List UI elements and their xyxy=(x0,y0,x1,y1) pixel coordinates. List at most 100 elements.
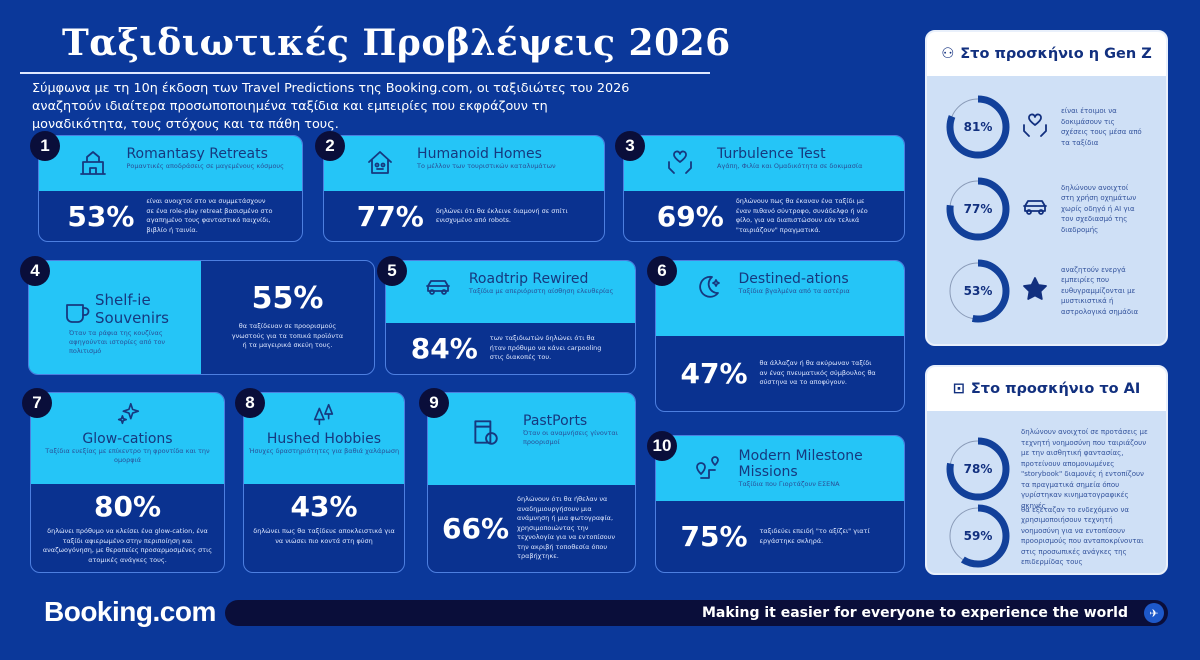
genz-panel: ⚇ Στο προσκήνιο η Gen Z 81% είναι έτοιμοι … xyxy=(925,30,1168,346)
ring-fill xyxy=(946,259,1010,323)
trend-card: Hushed Hobbies Ήσυχες δραστηριότητες για … xyxy=(243,392,405,573)
trend-percent: 69% xyxy=(656,199,724,233)
trend-card: Modern Milestone Missions Ταξίδια που Γιο… xyxy=(655,435,905,573)
trend-description: δηλώνει πρόθυμο να κλείσει ένα glow-cati… xyxy=(42,527,213,564)
robot-house-icon xyxy=(368,151,393,174)
trend-subtitle: Το μέλλον των τουριστικών καταλυμάτων xyxy=(417,162,556,170)
booking-logo[interactable]: Booking.com xyxy=(44,596,216,627)
trend-card: Destined-ations Ταξίδια βγαλμένα από τα α… xyxy=(655,260,905,412)
stat-description: αναζητούν ενεργά εμπειρίες που ευθυγραμμ… xyxy=(1061,265,1139,316)
sparkles-icon xyxy=(117,402,139,425)
donut-chart: 53% xyxy=(945,258,1011,324)
castle-icon xyxy=(79,151,106,175)
ring-fill xyxy=(946,437,1010,501)
stat-row: 81% είναι έτοιμοι να δοκιμάσουν τις σχέσε… xyxy=(945,94,1143,160)
star-icon xyxy=(1023,277,1047,300)
people-icon: ⚇ xyxy=(941,46,955,62)
ring-fill xyxy=(946,95,1010,159)
trend-percent: 75% xyxy=(680,520,748,553)
trend-card: Shelf-ie Souvenirs Όταν τα ράφια της κουζ… xyxy=(28,260,375,375)
genz-title: Στο προσκήνιο η Gen Z xyxy=(960,46,1152,62)
trend-subtitle: Ήσυχες δραστηριότητες για βαθιά χαλάρωση xyxy=(248,447,400,455)
trend-card: Roadtrip Rewired Ταξίδια με απεριόριστη α… xyxy=(385,260,636,375)
trend-description: των ταξιδιωτών δηλώνει ότι θα ήταν πρόθυ… xyxy=(489,334,602,362)
trend-description: είναι ανοιχτοί στο να συμμετάσχουν σε έν… xyxy=(146,197,273,234)
trend-percent: 53% xyxy=(67,199,135,233)
ring-percent: 81% xyxy=(963,120,993,134)
ring-fill xyxy=(946,504,1010,568)
intro-text: Σύμφωνα με τη 10η έκδοση των Travel Pred… xyxy=(32,81,630,132)
page-title: Ταξιδιωτικές Προβλέψεις 2026 xyxy=(62,22,731,64)
mug-icon xyxy=(66,304,90,323)
trend-number-badge: 10 xyxy=(647,431,677,461)
stat-description: είναι έτοιμοι να δοκιμάσουν τις σχέσεις … xyxy=(1061,107,1142,147)
ring-fill xyxy=(946,177,1010,241)
tagline-bar: Making it easier for everyone to experie… xyxy=(225,600,1168,626)
trend-title: Destined-ations xyxy=(738,271,849,287)
trend-number-badge: 1 xyxy=(30,131,60,161)
trend-description: θα ταξίδευαν σε προορισμούς γνωστούς για… xyxy=(231,322,344,349)
trend-subtitle: Όταν οι αναμνήσεις γίνονται προορισμοί xyxy=(523,429,618,446)
trend-description: δηλώνει πως θα ταξίδευε αποκλειστικά για… xyxy=(253,527,395,545)
trend-percent: 66% xyxy=(442,512,510,545)
trend-percent: 77% xyxy=(356,199,424,233)
trend-subtitle: Όταν τα ράφια της κουζίνας αφηγούνται ισ… xyxy=(69,329,166,355)
donut-chart: 77% xyxy=(945,176,1011,242)
moon-stars-icon xyxy=(698,275,720,298)
trend-subtitle: Ρομαντικές αποδράσεις σε μαγεμένους κόσμ… xyxy=(126,162,284,170)
stat-row: 59% θα εξέταζαν το ενδεχόμενο να χρησιμοπ… xyxy=(945,503,1151,569)
trend-subtitle: Ταξίδια με απεριόριστη αίσθηση ελευθερία… xyxy=(468,287,614,295)
trend-number-badge: 3 xyxy=(615,131,645,161)
trend-title: PastPorts xyxy=(523,413,588,429)
trend-card: Romantasy Retreats Ρομαντικές αποδράσεις … xyxy=(38,135,303,242)
trend-percent: 80% xyxy=(93,490,162,523)
ring-percent: 59% xyxy=(963,529,993,543)
trend-number-badge: 7 xyxy=(22,388,52,418)
donut-chart: 78% xyxy=(945,436,1011,502)
car-icon xyxy=(425,280,450,295)
passport-icon xyxy=(474,420,498,445)
trend-title: Roadtrip Rewired xyxy=(468,271,589,287)
car-icon xyxy=(1023,200,1047,215)
donut-chart: 59% xyxy=(945,503,1011,569)
ring-percent: 78% xyxy=(963,462,993,476)
trend-subtitle: Ταξίδια που Γιορτάζουν ΕΣΕΝΑ xyxy=(738,480,840,488)
stat-row: 78% δηλώνουν ανοιχτοί σε προτάσεις με τεχ… xyxy=(945,427,1151,511)
trend-percent: 84% xyxy=(410,332,478,365)
trend-card: Turbulence Test Αγάπη, Φιλία και Ομαδικότ… xyxy=(623,135,905,242)
trend-title: Romantasy Retreats xyxy=(126,146,268,162)
trend-title: Hushed Hobbies xyxy=(266,431,382,447)
trend-card: Humanoid Homes Το μέλλον των τουριστικών … xyxy=(323,135,605,242)
trend-percent: 55% xyxy=(251,281,324,316)
trend-title: Humanoid Homes xyxy=(417,146,542,162)
trend-title: Glow-cations xyxy=(82,431,173,447)
trend-percent: 43% xyxy=(290,490,358,523)
plane-icon: ✈ xyxy=(1144,603,1164,623)
trend-percent: 47% xyxy=(680,357,748,390)
stat-row: 77% δηλώνουν ανοιχτοί στη χρήση οχημάτων … xyxy=(945,176,1143,242)
tagline: Making it easier for everyone to experie… xyxy=(701,605,1128,621)
trend-description: ταξιδεύει επειδή "το αξίζει" γιατί εργάσ… xyxy=(759,527,870,545)
trend-description: δηλώνει ότι θα έκλεινε διαμονή σε σπίτι … xyxy=(435,206,568,225)
trend-number-badge: 4 xyxy=(20,256,50,286)
trend-subtitle: Ταξίδια βγαλμένα από τα αστέρια xyxy=(738,287,850,295)
trend-subtitle: Αγάπη, Φιλία και Ομαδικότητα σε δοκιμασί… xyxy=(717,162,863,170)
trees-icon xyxy=(313,403,334,426)
heart-hands-icon xyxy=(668,150,693,174)
route-pins-icon xyxy=(695,456,719,479)
trend-description: θα άλλαζαν ή θα ακύρωναν ταξίδι αν ένας … xyxy=(759,359,876,387)
robot-icon: ⊡ xyxy=(952,381,965,397)
trend-number-badge: 6 xyxy=(647,256,677,286)
stat-description: δηλώνουν ανοιχτοί σε προτάσεις με τεχνητ… xyxy=(1021,428,1148,510)
trend-card: Glow-cations Ταξίδια ευεξίας με επίκεντρο… xyxy=(30,392,225,573)
trend-title: Shelf-ie Souvenirs xyxy=(95,291,169,327)
trend-number-badge: 5 xyxy=(377,256,407,286)
stat-row: 53% αναζητούν ενεργά εμπειρίες που ευθυγρ… xyxy=(945,258,1143,324)
stat-description: δηλώνουν ανοιχτοί στη χρήση οχημάτων χωρ… xyxy=(1061,183,1137,234)
ai-panel: ⊡ Στο προσκήνιο το AI 78% δηλώνουν ανοιχτο… xyxy=(925,365,1168,575)
ai-title: Στο προσκήνιο το AI xyxy=(970,381,1141,397)
title-divider xyxy=(20,72,710,74)
trend-subtitle: Ταξίδια ευεξίας με επίκεντρο τη φροντίδα… xyxy=(45,447,210,464)
trend-title: Modern Milestone Missions xyxy=(738,448,863,480)
trend-card: PastPorts Όταν οι αναμνήσεις γίνονται προ… xyxy=(427,392,636,573)
